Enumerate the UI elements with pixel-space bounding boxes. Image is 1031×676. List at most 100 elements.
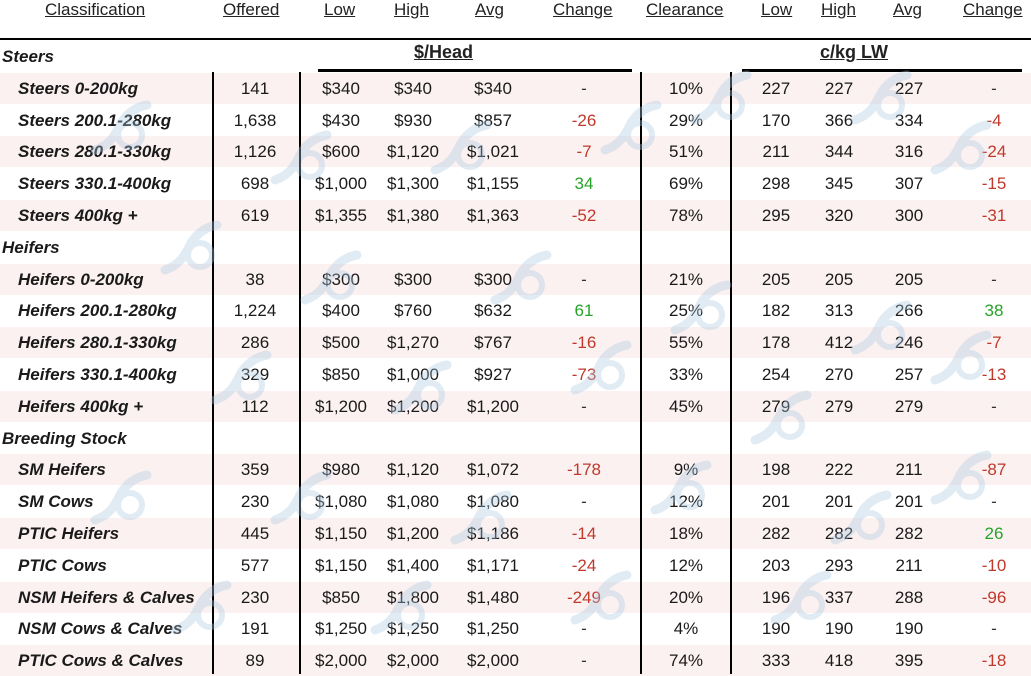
header-low-ckg[interactable]: Low bbox=[761, 0, 793, 19]
cell-clearance: 51% bbox=[668, 142, 704, 162]
unit-cents-per-kg: c/kg LW bbox=[820, 42, 889, 62]
cell-low: $1,200 bbox=[315, 396, 367, 416]
cell-high2: 313 bbox=[824, 301, 854, 321]
cell-low2: 190 bbox=[761, 619, 791, 639]
cell-offered: 577 bbox=[240, 555, 270, 575]
cell-avg: $1,250 bbox=[467, 619, 519, 639]
header-classification[interactable]: Classification bbox=[45, 0, 146, 19]
cell-avg2: 205 bbox=[894, 269, 924, 289]
cell-avg2: 266 bbox=[894, 301, 924, 321]
cell-change: -24 bbox=[571, 555, 597, 575]
table-row: Heifers 200.1-280kg 1,224 $400 $760 $632 61 25… bbox=[0, 295, 1031, 326]
cell-change2: - bbox=[991, 492, 997, 512]
cell-change2: 38 bbox=[984, 301, 1004, 321]
cell-high2: 366 bbox=[824, 110, 854, 130]
cell-high2: 418 bbox=[824, 651, 854, 671]
row-label: Heifers 200.1-280kg bbox=[18, 301, 177, 321]
cell-change2: 26 bbox=[984, 524, 1004, 543]
cell-clearance: 33% bbox=[668, 365, 704, 384]
cell-offered: 359 bbox=[240, 460, 270, 480]
category-label: Breeding Stock bbox=[2, 428, 127, 448]
cell-low2: 333 bbox=[761, 651, 791, 671]
cell-avg: $1,021 bbox=[467, 142, 519, 162]
cell-low2: 298 bbox=[761, 174, 791, 194]
row-label: Steers 200.1-280kg bbox=[18, 110, 172, 130]
row-label: Steers 400kg + bbox=[18, 206, 138, 225]
cell-low2: 279 bbox=[761, 396, 791, 416]
cell-low: $980 bbox=[322, 460, 360, 480]
row-label: PTIC Heifers bbox=[18, 524, 120, 543]
cell-offered: 191 bbox=[240, 619, 270, 639]
cell-change: -7 bbox=[576, 142, 592, 162]
table-row: PTIC Cows 577 $1,150 $1,400 $1,171 -24 12% 203 2… bbox=[0, 550, 1031, 581]
cell-clearance: 74% bbox=[668, 651, 704, 671]
row-label: NSM Cows & Calves bbox=[18, 619, 183, 639]
cell-avg: $927 bbox=[474, 365, 512, 384]
cell-change2: -4 bbox=[986, 110, 1002, 130]
cell-high2: 270 bbox=[824, 365, 854, 384]
column-divider bbox=[299, 72, 301, 674]
row-label: PTIC Cows & Calves bbox=[18, 651, 184, 671]
cell-avg2: 211 bbox=[895, 555, 923, 575]
unit-underline-cents bbox=[742, 69, 1022, 72]
cell-high2: 345 bbox=[824, 174, 854, 194]
cell-avg: $340 bbox=[474, 78, 512, 98]
cell-clearance: 20% bbox=[668, 587, 704, 607]
cell-low: $340 bbox=[322, 78, 360, 98]
header-high-ckg[interactable]: High bbox=[821, 0, 856, 19]
cell-low: $1,000 bbox=[315, 174, 367, 194]
cell-offered: 141 bbox=[240, 78, 270, 98]
cell-change2: - bbox=[991, 396, 997, 416]
table-row: Steers 280.1-330kg 1,126 $600 $1,120 $1,021 -… bbox=[0, 136, 1031, 168]
cell-avg2: 279 bbox=[894, 396, 924, 416]
cell-offered: 38 bbox=[245, 269, 265, 289]
cell-change2: -18 bbox=[981, 651, 1007, 671]
cell-low: $1,150 bbox=[315, 524, 367, 543]
cell-avg2: 334 bbox=[894, 110, 924, 130]
header-low[interactable]: Low bbox=[324, 0, 356, 19]
cell-change2: -87 bbox=[981, 460, 1007, 480]
cell-low2: 295 bbox=[761, 206, 791, 225]
header-avg[interactable]: Avg bbox=[475, 0, 504, 19]
cell-change: 34 bbox=[574, 174, 594, 194]
cell-avg: $1,480 bbox=[467, 587, 519, 607]
cell-high2: 293 bbox=[824, 555, 854, 575]
row-label: Steers 280.1-330kg bbox=[18, 142, 172, 162]
cell-high: $1,800 bbox=[387, 587, 439, 607]
cell-clearance: 29% bbox=[668, 110, 704, 130]
cell-change2: - bbox=[991, 619, 997, 639]
table-row: Heifers 280.1-330kg 286 $500 $1,270 $767 -16 5… bbox=[0, 327, 1031, 359]
cell-low: $500 bbox=[322, 333, 360, 353]
cell-high2: 205 bbox=[824, 269, 854, 289]
column-divider bbox=[212, 72, 214, 674]
cell-high2: 320 bbox=[824, 206, 854, 225]
header-high[interactable]: High bbox=[394, 0, 429, 19]
column-divider bbox=[640, 72, 642, 674]
cell-avg2: 257 bbox=[894, 365, 924, 384]
cell-avg2: 300 bbox=[894, 206, 924, 225]
cell-high: $300 bbox=[394, 269, 432, 289]
cell-high: $1,400 bbox=[387, 555, 439, 575]
header-change[interactable]: Change bbox=[553, 0, 613, 19]
header-clearance[interactable]: Clearance bbox=[646, 0, 724, 19]
row-label: Heifers 280.1-330kg bbox=[18, 333, 177, 353]
cell-change: -249 bbox=[566, 587, 602, 607]
cell-avg: $1,186 bbox=[467, 524, 519, 543]
cell-high: $1,000 bbox=[387, 365, 439, 384]
cell-high: $760 bbox=[394, 301, 432, 321]
category-label: Steers bbox=[2, 47, 54, 66]
cell-offered: 230 bbox=[240, 492, 270, 512]
cell-change: - bbox=[581, 619, 587, 639]
cell-low2: 227 bbox=[761, 78, 791, 98]
cell-avg2: 201 bbox=[894, 492, 924, 512]
cell-low: $850 bbox=[322, 365, 360, 384]
cell-clearance: 12% bbox=[668, 555, 704, 575]
cell-avg2: 288 bbox=[894, 587, 924, 607]
header-offered[interactable]: Offered bbox=[223, 0, 280, 19]
cell-low2: 201 bbox=[761, 492, 791, 512]
header-avg-ckg[interactable]: Avg bbox=[893, 0, 922, 19]
cell-high: $1,200 bbox=[387, 524, 439, 543]
table-row: Steers 200.1-280kg 1,638 $430 $930 $857 -26 29… bbox=[0, 105, 1031, 136]
row-label: SM Heifers bbox=[18, 460, 106, 480]
header-change-ckg[interactable]: Change bbox=[963, 0, 1023, 19]
